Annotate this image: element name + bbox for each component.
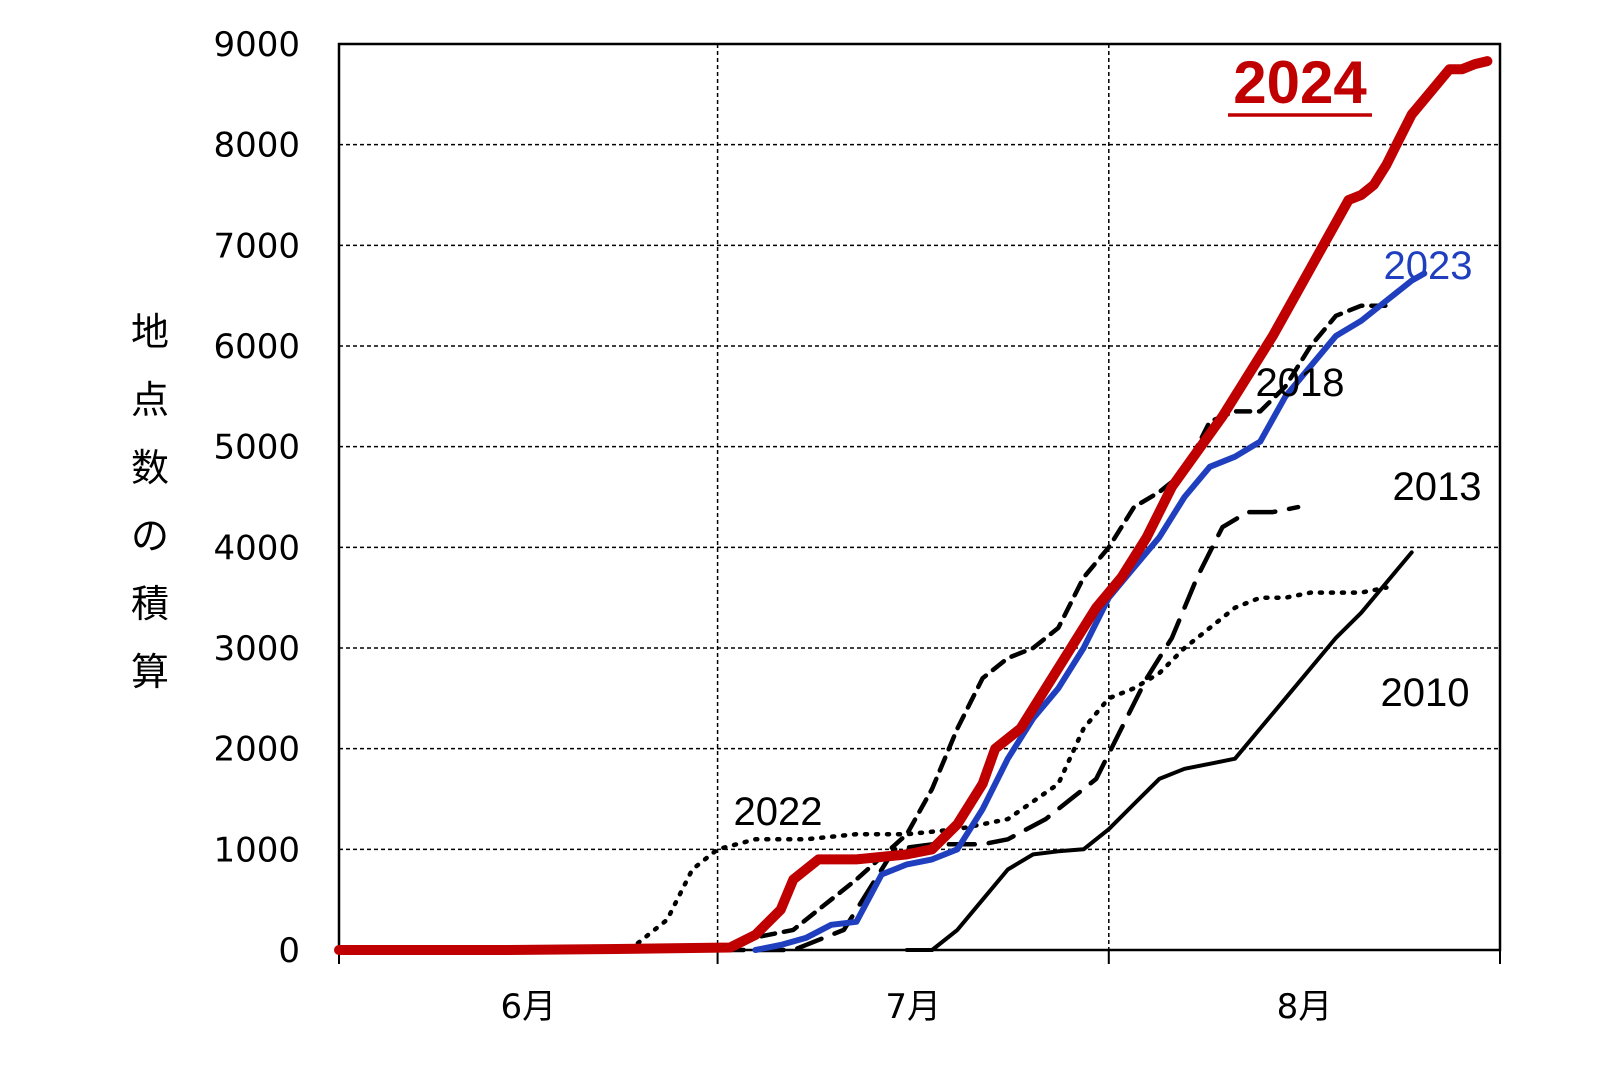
y-tick-label: 3000 [213, 629, 300, 669]
y-axis-label-char: の [131, 514, 169, 558]
y-axis-label-char: 積 [131, 582, 169, 626]
series-label-2022: 2022 [734, 790, 823, 834]
series-line-2023 [752, 270, 1428, 953]
y-axis: 0 1000 2000 3000 4000 5000 6000 7000 8000 9000 [213, 25, 300, 971]
y-tick-label: 4000 [213, 528, 300, 568]
x-month-label: 8月 [1277, 987, 1333, 1027]
y-tick-label: 8000 [213, 126, 300, 166]
x-axis: 6月 7月 8月 [338, 950, 1501, 1027]
series-line-2022 [627, 585, 1389, 953]
y-tick-label: 5000 [213, 428, 300, 468]
y-axis-label-char: 算 [131, 650, 169, 694]
series-label-2023: 2023 [1384, 244, 1473, 288]
series-line-2018 [715, 303, 1389, 953]
chart-grid [337, 42, 1502, 952]
series-line-2013 [715, 504, 1301, 953]
series-labels: 2024 2023 2018 2013 2010 2022 [734, 49, 1482, 834]
series-label-2024: 2024 [1233, 49, 1367, 116]
series-line-2010 [904, 550, 1414, 952]
series-label-2013: 2013 [1393, 465, 1482, 509]
series-label-2010: 2010 [1381, 671, 1470, 715]
y-tick-label: 7000 [213, 226, 300, 266]
x-month-label: 6月 [500, 987, 556, 1027]
y-axis-label-char: 点 [131, 378, 169, 422]
series-line-2024 [334, 56, 1493, 955]
y-tick-label: 1000 [213, 830, 300, 870]
y-tick-label: 0 [278, 931, 300, 971]
y-tick-label: 6000 [213, 327, 300, 367]
y-tick-label: 9000 [213, 25, 300, 65]
y-axis-label-char: 地 [131, 310, 169, 354]
y-tick-label: 2000 [213, 730, 300, 770]
series-lines [334, 56, 1493, 955]
series-label-2018: 2018 [1256, 361, 1345, 405]
y-axis-label: 地点数の積算 [131, 310, 169, 694]
y-axis-label-char: 数 [131, 446, 169, 490]
x-month-label: 7月 [885, 987, 941, 1027]
plot-frame [337, 42, 1502, 952]
